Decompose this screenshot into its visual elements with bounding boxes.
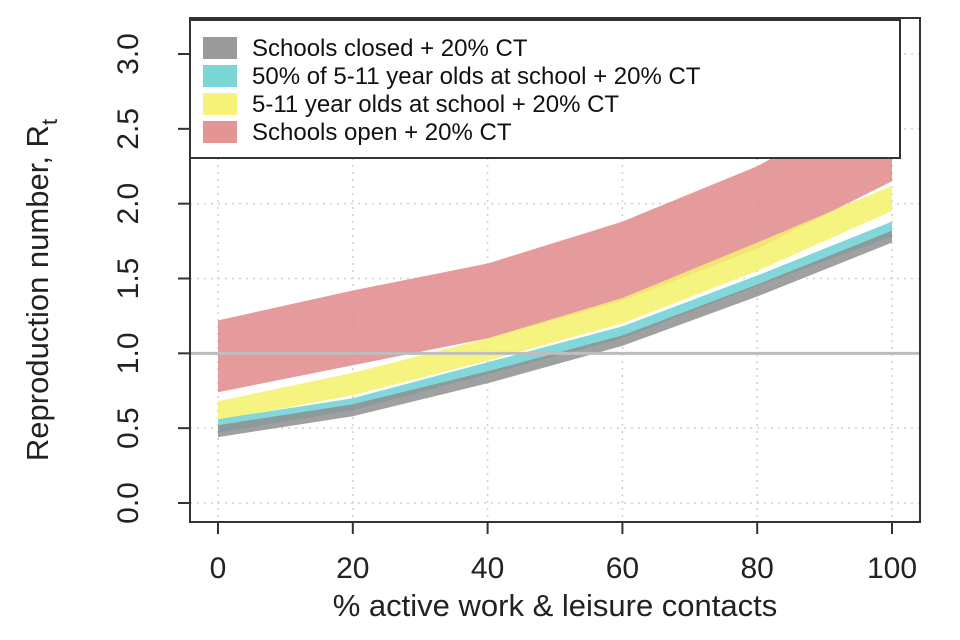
y-tick-label-4: 2.0 (112, 183, 145, 225)
x-tick-label-2: 40 (471, 552, 504, 585)
legend-label-3: Schools open + 20% CT (252, 119, 512, 146)
y-tick-label-3: 1.5 (112, 258, 145, 300)
y-tick-label-6: 3.0 (112, 33, 145, 75)
y-tick-label-2: 1.0 (112, 332, 145, 374)
y-axis-title: Reproduction number, Rt (20, 119, 62, 461)
band-1 (218, 185, 892, 421)
x-axis-ticks: 0 20 40 60 80 100 (210, 522, 917, 585)
y-tick-label-0: 0.0 (112, 482, 145, 524)
band-0 (218, 91, 892, 393)
plot-border (189, 17, 921, 523)
y-axis-ticks: 0.0 0.5 1.0 1.5 2.0 2.5 3.0 (112, 33, 190, 524)
y-axis-title-main: Reproduction number, R (20, 125, 55, 461)
x-tick-label-1: 20 (336, 552, 369, 585)
legend-swatch-2 (203, 93, 237, 115)
band-3 (218, 230, 892, 438)
bands (218, 91, 892, 438)
y-axis-title-subscript: t (37, 119, 62, 125)
band-2 (218, 221, 892, 433)
x-tick-label-0: 0 (210, 552, 227, 585)
legend-label-1: 50% of 5-11 year olds at school + 20% CT (252, 63, 701, 90)
x-tick-label-5: 100 (867, 552, 917, 585)
legend-swatch-0 (203, 37, 237, 59)
legend-label-0: Schools closed + 20% CT (252, 35, 528, 62)
legend-label-2: 5-11 year olds at school + 20% CT (252, 91, 619, 118)
x-tick-label-4: 80 (741, 552, 774, 585)
y-tick-label-5: 2.5 (112, 108, 145, 150)
legend-swatch-3 (203, 121, 237, 143)
legend-box (189, 19, 901, 159)
y-tick-label-1: 0.5 (112, 407, 145, 449)
x-tick-label-3: 60 (606, 552, 639, 585)
legend-swatch-1 (203, 65, 237, 87)
x-axis-title: % active work & leisure contacts (333, 588, 778, 623)
